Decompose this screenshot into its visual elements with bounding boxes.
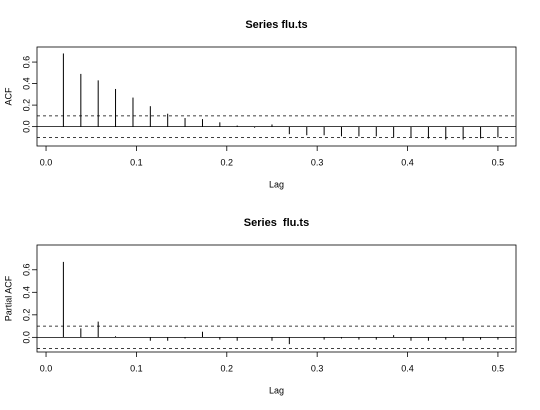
x-tick-label: 0.2 bbox=[221, 363, 234, 373]
x-tick-label: 0.0 bbox=[40, 363, 53, 373]
x-tick-label: 0.3 bbox=[311, 363, 324, 373]
x-tick-label: 0.1 bbox=[130, 157, 143, 167]
y-axis-label: Partial ACF bbox=[3, 275, 13, 321]
y-tick-label: 0.6 bbox=[21, 56, 31, 69]
y-tick-label: 0.2 bbox=[21, 99, 31, 112]
x-axis-label: Lag bbox=[269, 179, 284, 189]
plot-frame bbox=[36, 46, 517, 147]
x-tick-label: 0.3 bbox=[311, 157, 324, 167]
x-tick-label: 0.5 bbox=[492, 363, 505, 373]
y-tick-label: 0.2 bbox=[21, 309, 31, 322]
y-tick-label: 0.0 bbox=[21, 331, 31, 344]
x-tick-label: 0.4 bbox=[401, 363, 414, 373]
y-tick-label: 0.4 bbox=[21, 77, 31, 90]
plot-frame bbox=[36, 244, 517, 353]
x-tick-label: 0.5 bbox=[492, 157, 505, 167]
y-axis-label: ACF bbox=[3, 87, 13, 106]
y-tick-label: 0.6 bbox=[21, 264, 31, 277]
x-tick-label: 0.0 bbox=[40, 157, 53, 167]
x-axis-label: Lag bbox=[269, 385, 284, 395]
chart-title: Series flu.ts bbox=[244, 217, 309, 229]
chart-title: Series flu.ts bbox=[245, 19, 307, 31]
x-tick-label: 0.1 bbox=[130, 363, 143, 373]
x-tick-label: 0.4 bbox=[401, 157, 414, 167]
y-tick-label: 0.0 bbox=[21, 120, 31, 133]
y-tick-label: 0.4 bbox=[21, 286, 31, 299]
x-tick-label: 0.2 bbox=[221, 157, 234, 167]
